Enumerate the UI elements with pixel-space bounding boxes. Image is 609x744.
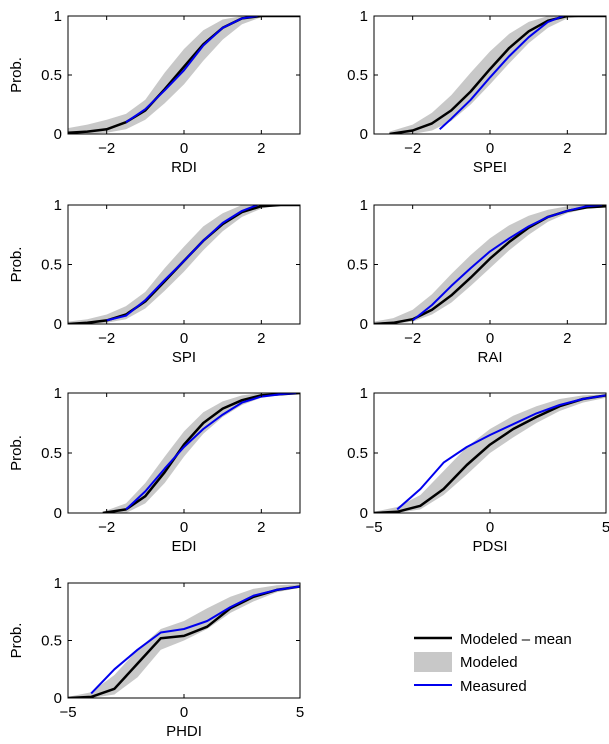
panel-spi: −2 0 2 0 0.5 1 SPI Prob.	[8, 197, 301, 366]
y-tick-label: 0	[360, 126, 368, 143]
panel-spei: −2 0 2 0 0.5 1 SPEI	[347, 8, 607, 176]
y-tick-label: 0.5	[41, 257, 62, 274]
y-tick-label: 0.5	[347, 445, 368, 462]
series-group	[389, 16, 606, 134]
x-axis-label: PDSI	[472, 538, 507, 555]
y-tick-label: 1	[54, 8, 62, 25]
x-axis-label: SPI	[172, 349, 196, 366]
x-tick-label: −2	[98, 519, 115, 536]
series-modeled-mean-line	[389, 16, 606, 134]
y-axis-label: Prob.	[8, 435, 25, 471]
y-tick-label: 1	[54, 385, 62, 402]
series-measured-line	[90, 585, 300, 695]
y-axis-label: Prob.	[8, 247, 25, 283]
x-tick-label: −5	[59, 704, 76, 721]
y-tick-label: 0	[54, 316, 62, 333]
series-modeled-band	[374, 205, 606, 324]
legend-modeled-swatch	[414, 652, 452, 672]
series-measured-line	[125, 16, 258, 124]
legend-modeled-label: Modeled	[460, 654, 518, 671]
series-modeled-mean-line	[374, 394, 606, 513]
x-axis-label: SPEI	[473, 159, 507, 176]
x-tick-label: −2	[98, 140, 115, 157]
panel-edi: −2 0 2 0 0.5 1 EDI Prob.	[8, 385, 301, 555]
series-measured-line	[439, 16, 564, 131]
x-tick-label: 5	[296, 704, 304, 721]
x-tick-label: 0	[486, 140, 494, 157]
panel-rdi: −2 0 2 0 0.5 1 RDI Prob.	[8, 8, 301, 176]
x-axis-label: PHDI	[166, 723, 202, 740]
series-group	[68, 16, 300, 134]
y-tick-label: 0.5	[347, 67, 368, 84]
series-group	[374, 394, 606, 513]
y-tick-label: 0	[360, 316, 368, 333]
y-tick-label: 0	[54, 505, 62, 522]
x-tick-label: −5	[365, 519, 382, 536]
y-tick-label: 0.5	[41, 67, 62, 84]
y-tick-label: 1	[360, 197, 368, 214]
x-tick-label: 5	[602, 519, 609, 536]
x-axis-label: RAI	[477, 349, 502, 366]
series-modeled-mean-line	[68, 16, 300, 134]
x-tick-label: −2	[404, 330, 421, 347]
series-modeled-band	[68, 205, 300, 324]
x-tick-label: 0	[486, 519, 494, 536]
series-measured-line	[125, 393, 297, 511]
x-tick-label: −2	[98, 330, 115, 347]
y-tick-label: 1	[54, 575, 62, 592]
x-tick-label: 2	[257, 519, 265, 536]
x-tick-label: 2	[563, 140, 571, 157]
series-modeled-band	[68, 584, 300, 698]
x-tick-label: 0	[180, 330, 188, 347]
y-tick-label: 1	[360, 385, 368, 402]
panel-rai: −2 0 2 0 0.5 1 RAI	[347, 197, 607, 366]
legend-mean-label: Modeled – mean	[460, 631, 572, 648]
y-tick-label: 0.5	[41, 445, 62, 462]
series-modeled-band	[102, 393, 300, 513]
x-tick-label: 2	[257, 330, 265, 347]
series-measured-line	[396, 394, 606, 511]
x-tick-label: 0	[486, 330, 494, 347]
series-modeled-mean-line	[102, 393, 300, 513]
y-tick-label: 0	[54, 690, 62, 707]
y-tick-label: 0.5	[347, 257, 368, 274]
series-group	[102, 393, 300, 513]
y-axis-label: Prob.	[8, 57, 25, 93]
y-tick-label: 0	[54, 126, 62, 143]
series-group	[68, 584, 300, 698]
series-modeled-band	[374, 394, 606, 513]
series-modeled-band	[389, 16, 606, 134]
x-tick-label: 2	[563, 330, 571, 347]
y-axis-label: Prob.	[8, 623, 25, 659]
x-tick-label: 2	[257, 140, 265, 157]
y-tick-label: 1	[360, 8, 368, 25]
x-axis-label: EDI	[171, 538, 196, 555]
series-group	[374, 205, 606, 324]
y-tick-label: 0.5	[41, 633, 62, 650]
x-axis-label: RDI	[171, 159, 197, 176]
legend-measured-label: Measured	[460, 678, 527, 695]
series-group	[68, 205, 300, 324]
x-tick-label: 0	[180, 519, 188, 536]
series-measured-line	[106, 205, 258, 322]
y-tick-label: 0	[360, 505, 368, 522]
y-tick-label: 1	[54, 197, 62, 214]
x-tick-label: 0	[180, 704, 188, 721]
x-tick-label: −2	[404, 140, 421, 157]
series-measured-line	[412, 205, 603, 322]
legend: Modeled – mean Modeled Measured	[414, 631, 572, 695]
x-tick-label: 0	[180, 140, 188, 157]
series-modeled-band	[68, 16, 300, 134]
